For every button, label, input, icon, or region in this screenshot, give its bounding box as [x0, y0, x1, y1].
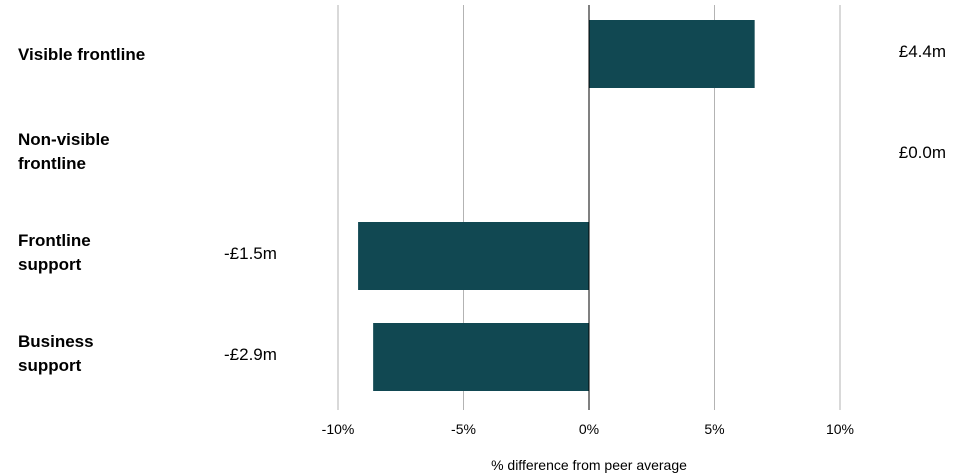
category-label: Business support	[18, 332, 94, 375]
value-label: -£2.9m	[224, 345, 277, 364]
x-tick-label: 0%	[578, 421, 600, 437]
bar	[373, 323, 589, 391]
x-tick-label: 5%	[704, 421, 725, 437]
bar	[589, 20, 755, 88]
category-label: Visible frontline	[18, 45, 146, 64]
value-label: £4.4m	[898, 42, 946, 61]
x-tick-label: 10%	[825, 421, 855, 437]
value-label: -£1.5m	[224, 244, 277, 263]
value-label: £0.0m	[898, 143, 946, 162]
x-axis-title: % difference from peer average	[491, 457, 687, 473]
x-tick-label: -5%	[451, 421, 476, 437]
category-label: Non-visible frontline	[18, 130, 110, 173]
category-label: Frontline support	[18, 231, 91, 274]
x-tick-label: -10%	[321, 421, 355, 437]
bar	[358, 222, 589, 290]
